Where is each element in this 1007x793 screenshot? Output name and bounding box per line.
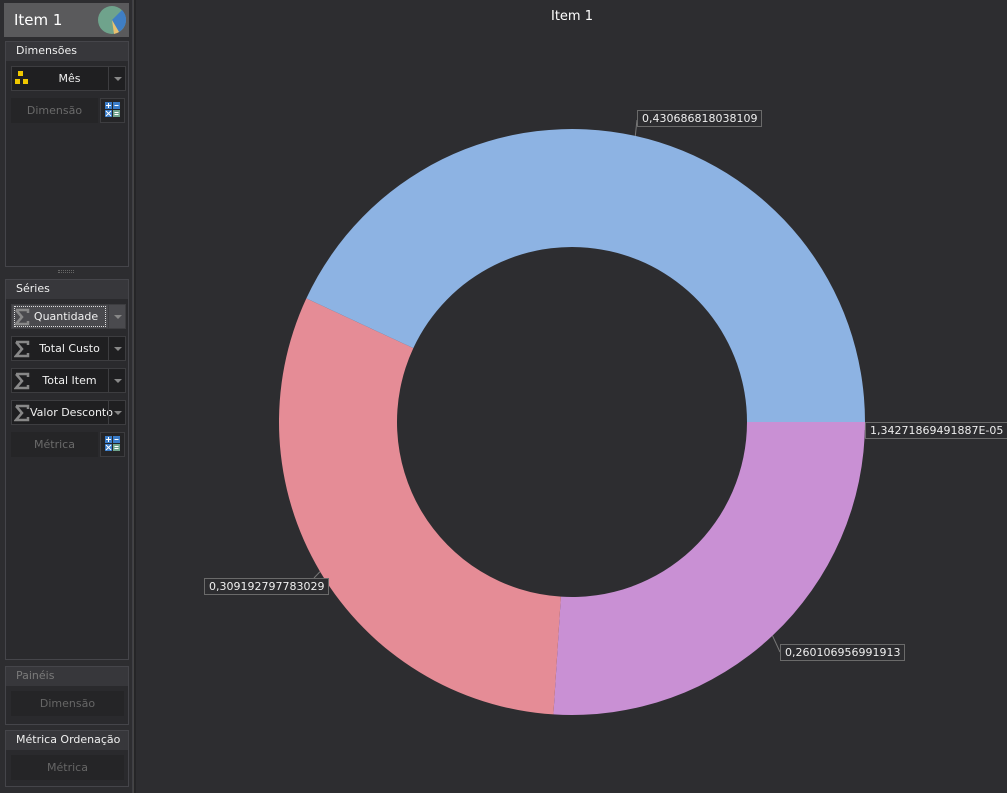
splitter-handle[interactable] [58, 270, 74, 273]
field-quantidade[interactable]: Quantidade [11, 304, 126, 329]
add-metric-button[interactable] [100, 432, 125, 457]
donut-chart [279, 119, 866, 715]
donut-slice[interactable] [306, 128, 865, 423]
label-leader-line [313, 571, 321, 579]
field-total-custo[interactable]: Total Custo [11, 336, 126, 361]
data-label: 0,430686818038109 [637, 110, 763, 127]
add-dimension-button[interactable] [100, 98, 125, 123]
label-leader-line [772, 635, 781, 653]
data-label: 0,260106956991913 [780, 644, 906, 661]
field-label: Quantidade [14, 306, 106, 327]
dimensao-drop-target[interactable]: Dimensão [11, 98, 98, 123]
ordenacao-header: Métrica Ordenação [6, 731, 128, 750]
paineis-header: Painéis [6, 667, 128, 686]
field-label: Mês [58, 72, 81, 85]
ordenacao-group: Métrica Ordenação Métrica [5, 730, 129, 787]
donut-slice[interactable] [553, 422, 865, 715]
chevron-down-icon[interactable] [108, 337, 125, 360]
calculator-icon [105, 102, 120, 117]
series-header: Séries [6, 280, 128, 299]
sigma-icon [14, 340, 30, 358]
chevron-down-icon[interactable] [108, 67, 125, 90]
item-title: Item 1 [14, 11, 63, 29]
field-label: Total Custo [39, 342, 100, 355]
field-total-item[interactable]: Total Item [11, 368, 126, 393]
dimensoes-header: Dimensões [6, 42, 128, 61]
paineis-group: Painéis Dimensão [5, 666, 129, 725]
data-label: 1,34271869491887E-05 [865, 422, 1007, 439]
series-group: Séries Quantidade Total Custo Total Item… [5, 279, 129, 660]
metrica-drop-target[interactable]: Métrica [11, 432, 98, 457]
chart-title: Item 1 [551, 9, 593, 24]
field-label: Total Item [42, 374, 97, 387]
field-valor-desconto[interactable]: Valor Desconto [11, 400, 126, 425]
chevron-down-icon[interactable] [108, 369, 125, 392]
sigma-icon [14, 372, 30, 390]
label-leader-line [634, 119, 638, 136]
sigma-icon [14, 404, 30, 422]
calculator-icon [105, 436, 120, 451]
item-title-bar[interactable]: Item 1 [4, 3, 129, 37]
field-mes[interactable]: Mês [11, 66, 126, 91]
dimensoes-group: Dimensões Mês Dimensão [5, 41, 129, 267]
hierarchy-icon [15, 71, 28, 84]
chevron-down-icon[interactable] [108, 305, 125, 328]
data-label: 0,309192797783029 [204, 578, 330, 595]
sidebar: Item 1 Dimensões Mês Dimensão Séries Qua… [0, 0, 133, 793]
donut-slice[interactable] [279, 298, 561, 715]
chevron-down-icon[interactable] [108, 401, 125, 424]
field-label: Valor Desconto [30, 406, 113, 419]
panel-splitter[interactable] [133, 0, 136, 793]
sigma-icon [14, 308, 30, 326]
chart-area: Item 1 1,34271869491887E-05 0,2601069569… [137, 0, 1007, 793]
paineis-drop-target[interactable]: Dimensão [11, 691, 124, 716]
ordenacao-drop-target[interactable]: Métrica [11, 755, 124, 780]
pie-chart-icon [98, 6, 127, 34]
